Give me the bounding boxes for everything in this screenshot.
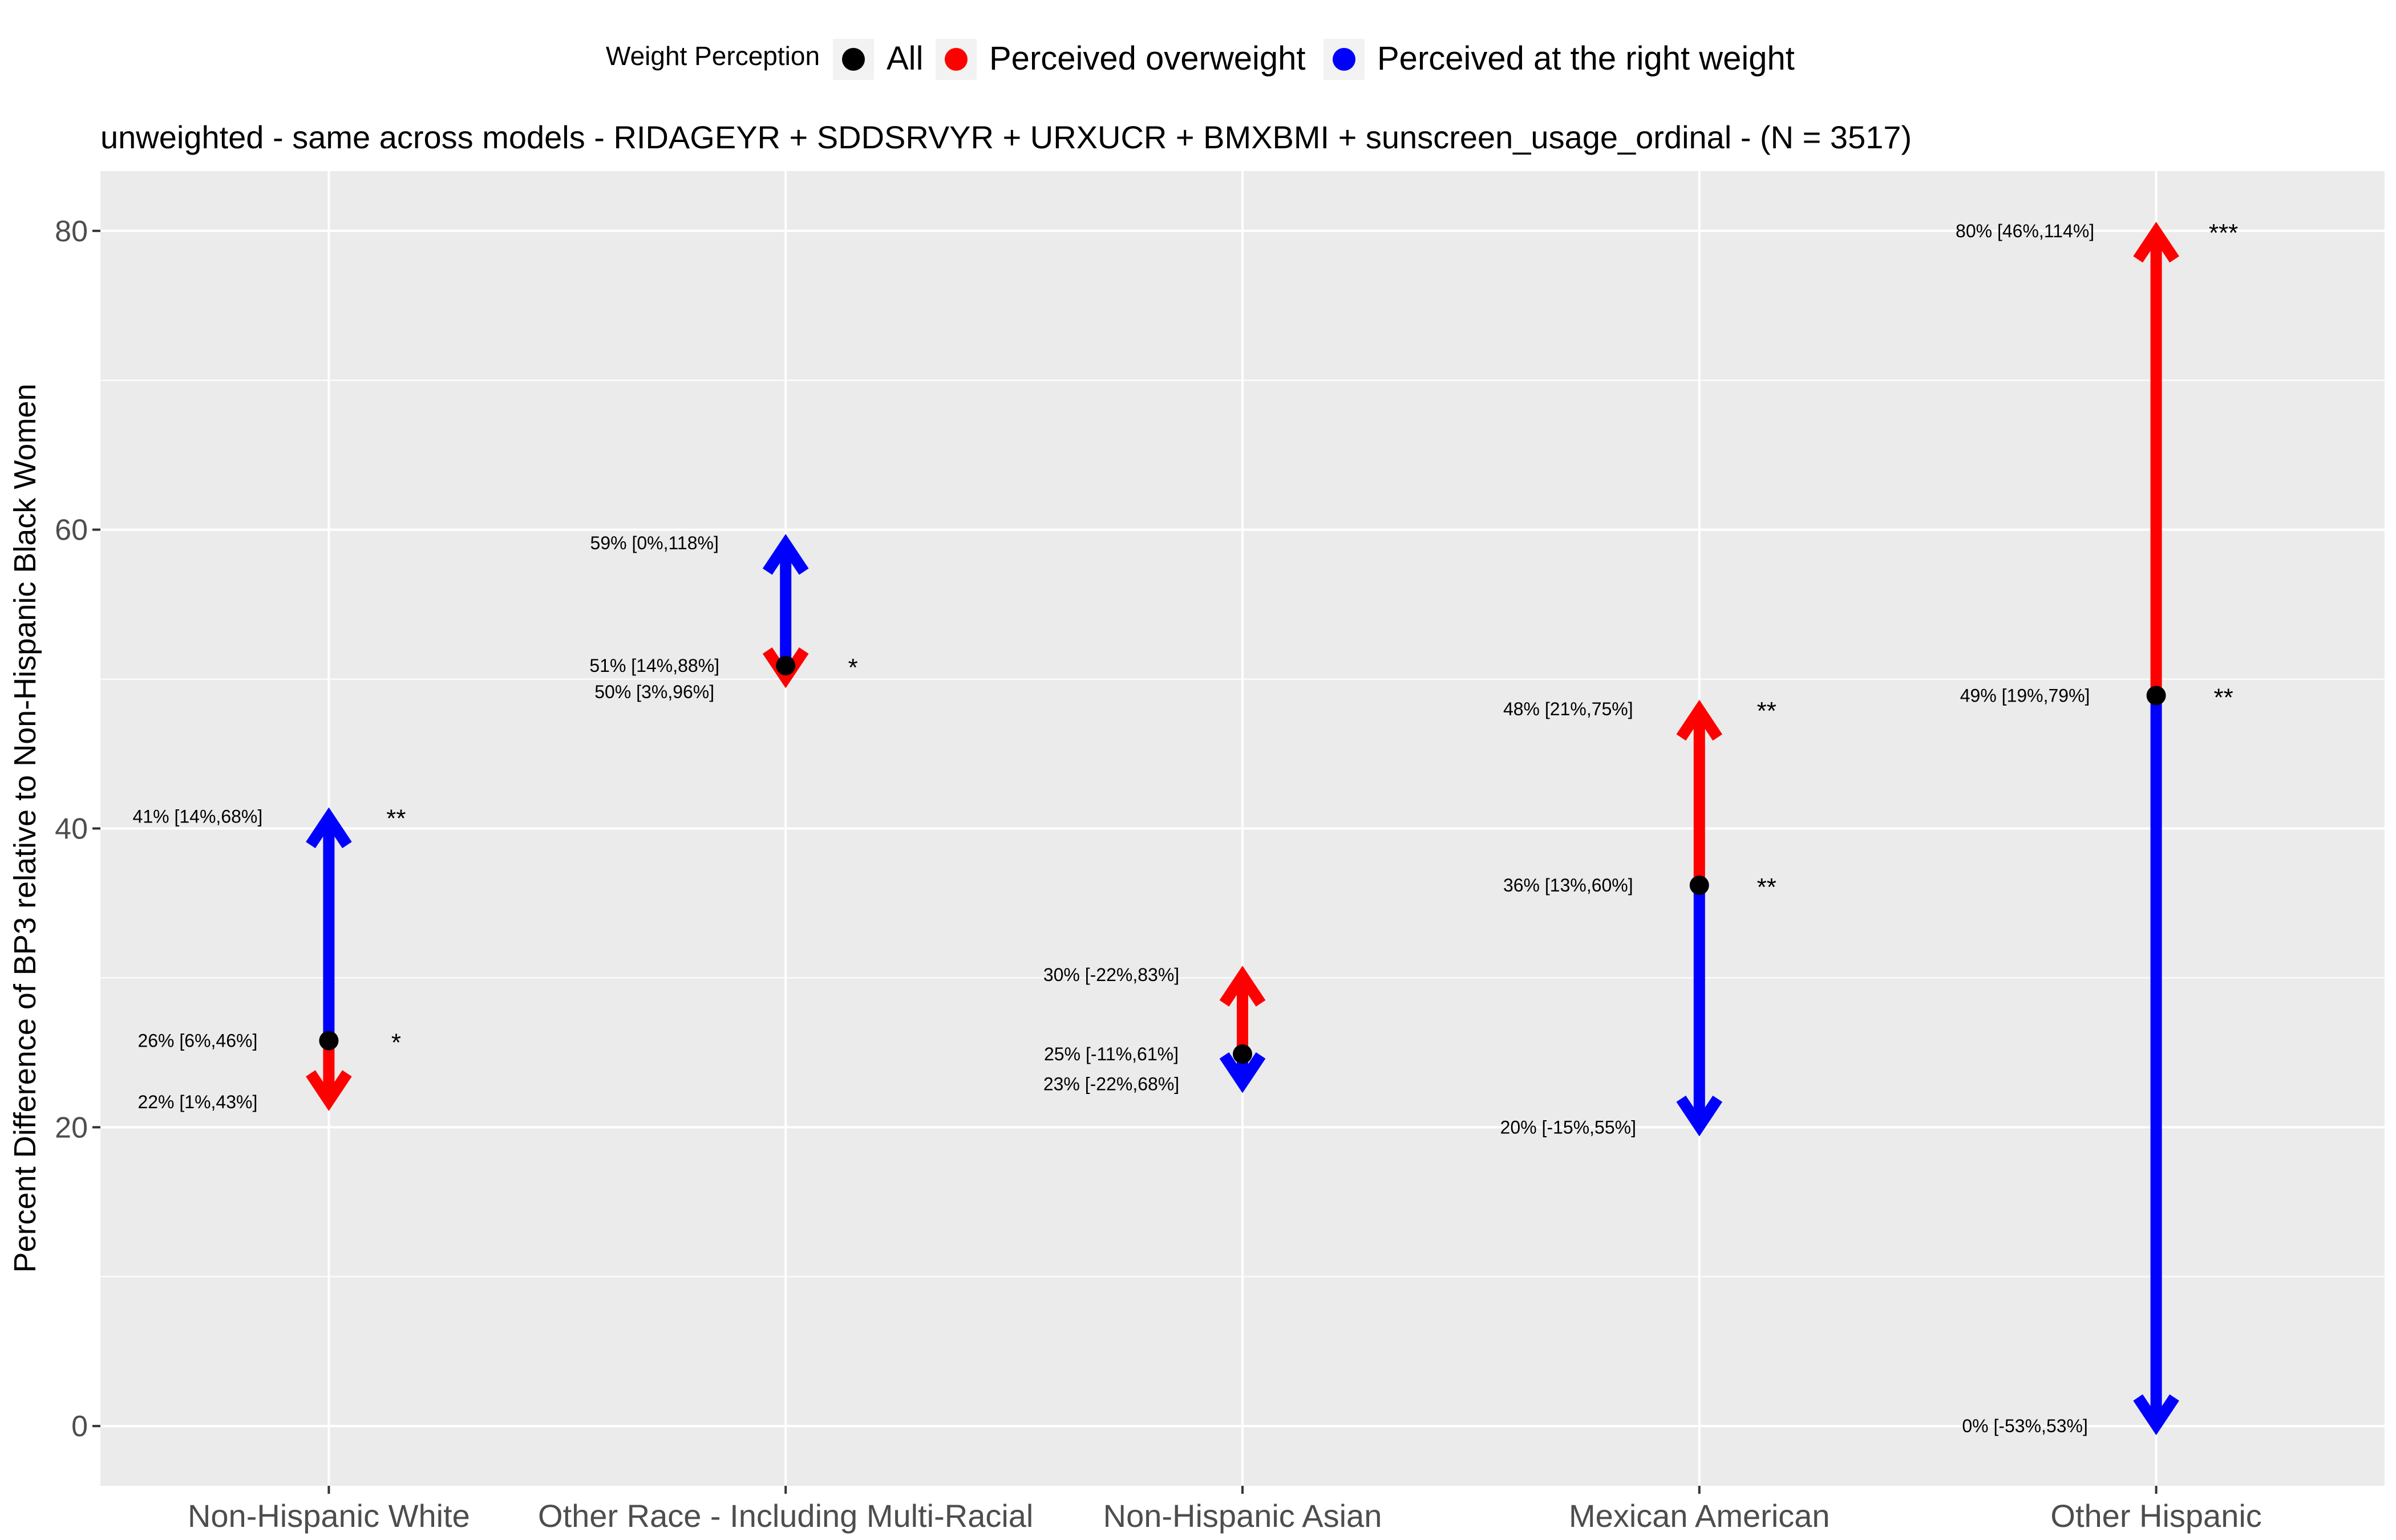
- significance-all: *: [848, 654, 858, 682]
- right-weight-arrow-head: [762, 534, 809, 575]
- significance-all: **: [1757, 873, 1776, 901]
- data-label-overweight: 50% [3%,96%]: [594, 682, 714, 702]
- data-label-right-weight: 0% [-53%,53%]: [1962, 1416, 2088, 1436]
- y-tick-label: 0: [71, 1410, 88, 1443]
- x-tick-label: Other Hispanic: [2050, 1498, 2261, 1534]
- overweight-arrow-head: [762, 647, 809, 688]
- x-tick-label: Mexican American: [1569, 1498, 1830, 1534]
- legend-key-all: [842, 48, 865, 71]
- y-axis-label: Percent Difference of BP3 relative to No…: [8, 384, 42, 1273]
- all-point: [776, 655, 796, 675]
- legend-key-right-weight: [1333, 48, 1355, 71]
- legend-entry-label: All: [887, 40, 923, 77]
- significance-overweight: **: [1757, 697, 1776, 725]
- data-label-right-weight: 20% [-15%,55%]: [1500, 1117, 1636, 1137]
- all-point: [1233, 1044, 1252, 1064]
- significance-all: **: [2213, 683, 2233, 711]
- overweight-arrow-head: [2133, 221, 2179, 263]
- legend-entry-label: Perceived overweight: [989, 40, 1306, 77]
- x-tick-label: Non-Hispanic Asian: [1103, 1498, 1382, 1534]
- data-label-overweight: 22% [1%,43%]: [137, 1092, 257, 1112]
- y-axis: 0 20 40 60 80: [55, 215, 100, 1443]
- data-label-all: 25% [-11%,61%]: [1044, 1044, 1179, 1064]
- legend-entry-label: Perceived at the right weight: [1377, 40, 1795, 77]
- data-label-right-weight: 59% [0%,118%]: [590, 533, 719, 553]
- y-tick-label: 80: [55, 215, 88, 248]
- data-label-all: 26% [6%,46%]: [137, 1030, 257, 1051]
- chart-marks: [306, 221, 2179, 1436]
- right-weight-arrow-head: [1676, 1095, 1723, 1137]
- x-tick-label: Non-Hispanic White: [188, 1498, 470, 1534]
- data-label-all: 51% [14%,88%]: [589, 655, 719, 676]
- data-label-right-weight: 23% [-22%,68%]: [1043, 1073, 1179, 1094]
- all-point: [2146, 686, 2166, 706]
- significance-all: *: [391, 1028, 401, 1056]
- legend-title: Weight Perception: [606, 41, 820, 71]
- right-weight-arrow-head: [306, 807, 352, 849]
- right-weight-arrow-head: [2133, 1394, 2179, 1436]
- x-tick-label: Other Race - Including Multi-Racial: [538, 1498, 1033, 1534]
- x-axis: Non-Hispanic White Other Race - Including…: [188, 1486, 2262, 1534]
- y-tick-label: 40: [55, 813, 88, 846]
- significance-right-weight: **: [386, 805, 406, 833]
- data-label-all: 36% [13%,60%]: [1503, 875, 1633, 895]
- chart-title: unweighted - same across models - RIDAGE…: [100, 119, 1912, 155]
- data-label-overweight: 48% [21%,75%]: [1503, 699, 1633, 719]
- all-point: [319, 1031, 339, 1051]
- data-label-overweight: 30% [-22%,83%]: [1043, 964, 1179, 985]
- significance-overweight: ***: [2209, 219, 2238, 247]
- overweight-arrow-head: [306, 1070, 352, 1111]
- legend: Weight Perception All Perceived overweight…: [606, 39, 1795, 80]
- data-label-overweight: 80% [46%,114%]: [1956, 221, 2094, 241]
- annotations: 41% [14%,68%] ** 26% [6%,46%] * 22% [1%,43%]…: [133, 219, 2239, 1436]
- data-label-right-weight: 41% [14%,68%]: [133, 807, 263, 827]
- right-weight-arrow-head: [1219, 1052, 1266, 1093]
- y-tick-label: 60: [55, 514, 88, 547]
- overweight-arrow-head: [1676, 699, 1723, 741]
- legend-key-overweight: [945, 48, 968, 71]
- y-tick-label: 20: [55, 1111, 88, 1144]
- overweight-arrow-head: [1219, 966, 1266, 1007]
- data-label-all: 49% [19%,79%]: [1960, 685, 2090, 706]
- all-point: [1689, 876, 1709, 895]
